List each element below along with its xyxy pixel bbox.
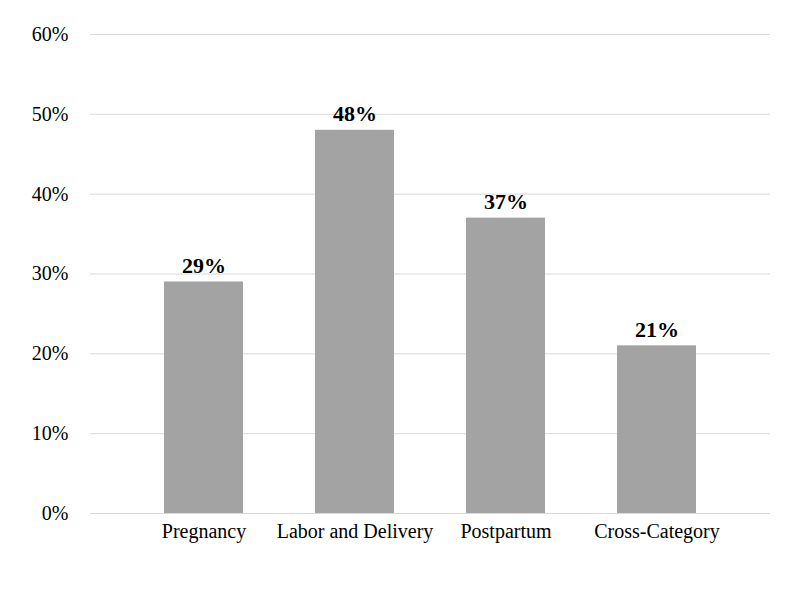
svg-text:0%: 0% xyxy=(42,502,69,524)
svg-text:Pregnancy: Pregnancy xyxy=(162,520,246,543)
svg-text:50%: 50% xyxy=(32,103,69,125)
svg-text:37%: 37% xyxy=(484,189,528,214)
svg-text:10%: 10% xyxy=(32,422,69,444)
svg-text:60%: 60% xyxy=(32,23,69,45)
svg-text:30%: 30% xyxy=(32,262,69,284)
svg-text:48%: 48% xyxy=(333,101,377,126)
svg-text:Labor and Delivery: Labor and Delivery xyxy=(277,520,434,543)
svg-text:40%: 40% xyxy=(32,183,69,205)
svg-text:29%: 29% xyxy=(182,253,226,278)
svg-text:21%: 21% xyxy=(635,317,679,342)
svg-text:20%: 20% xyxy=(32,342,69,364)
svg-text:Cross-Category: Cross-Category xyxy=(594,520,720,543)
svg-text:Postpartum: Postpartum xyxy=(460,520,552,543)
